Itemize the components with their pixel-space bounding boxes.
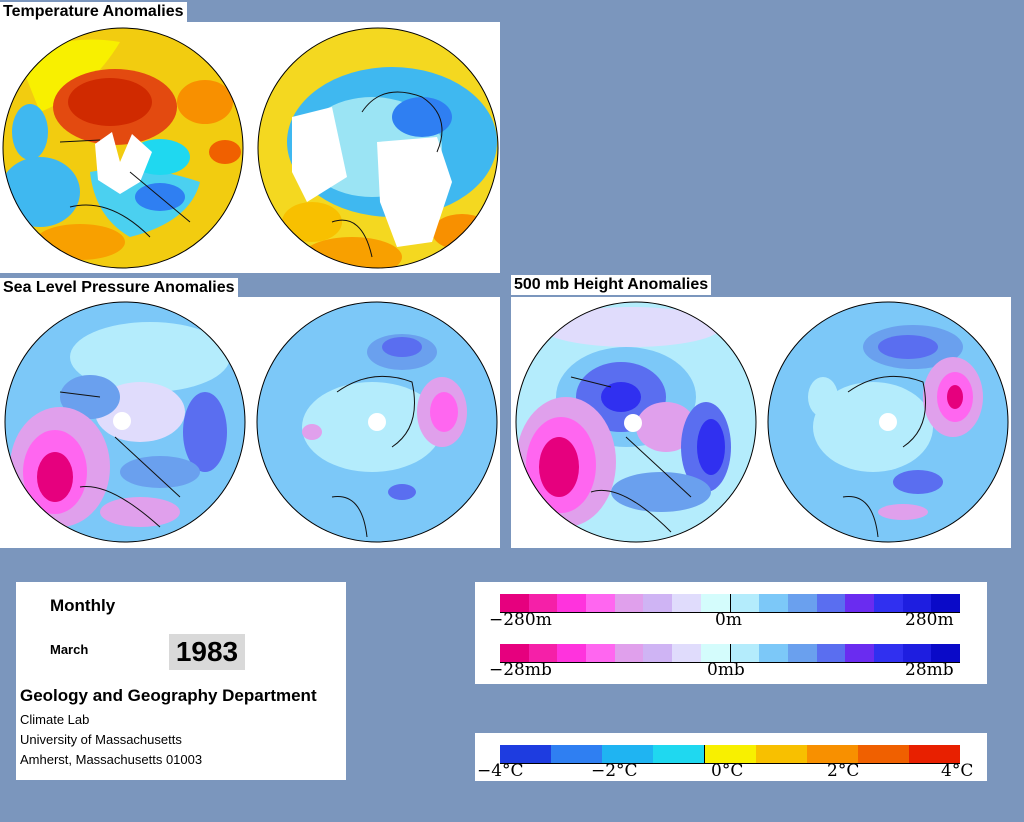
slp-anomalies-title: Sea Level Pressure Anomalies [0,278,238,298]
temperature-colorbar [500,745,960,764]
height-pressure-legend: −280m 0m 280m −28mb 0mb 28mb [475,582,987,684]
colorbar-segment [759,594,788,612]
colorbar-segment [704,745,756,763]
colorbar-segment [602,745,653,763]
month-label: March [50,642,89,657]
temperature-tick-label: 0°C [711,761,744,781]
colorbar-segment [614,594,644,612]
colorbar-segment [586,594,615,612]
colorbar-segment [643,644,673,662]
colorbar-segment [528,644,558,662]
height-map-northern [515,301,757,543]
colorbar-segment [787,644,817,662]
colorbar-segment [756,745,807,763]
temperature-anomalies-title: Temperature Anomalies [0,2,187,22]
colorbar-segment [729,594,760,612]
height-map-southern [767,301,1009,543]
colorbar-segment [653,745,704,763]
temperature-tick-label: −4°C [477,761,524,781]
colorbar-segment [557,594,587,612]
colorbar-segment [873,594,903,612]
colorbar-segment [845,644,874,662]
colorbar-segment [500,594,529,612]
address-label: Amherst, Massachusetts 01003 [20,752,203,767]
temperature-tick-label: −2°C [591,761,638,781]
colorbar-segment [759,644,788,662]
colorbar-segment [586,644,615,662]
temperature-panel [0,22,500,273]
slp-map-southern [256,301,498,543]
colorbar-segment [557,644,587,662]
lab-label: Climate Lab [20,712,90,727]
pressure-mid-label: 0mb [707,660,745,680]
colorbar-segment [816,594,846,612]
colorbar-segment [643,594,673,612]
colorbar-segment [816,644,846,662]
colorbar-segment [672,594,701,612]
colorbar-segment [931,644,960,662]
pressure-colorbar [500,644,960,663]
colorbar-segment [500,745,551,763]
colorbar-segment [858,745,909,763]
slp-panel [0,297,500,548]
period-label: Monthly [50,596,116,615]
height-anomalies-title: 500 mb Height Anomalies [511,275,712,295]
temperature-tick-label: 4°C [941,761,974,781]
height-max-label: 280m [905,610,954,630]
height-colorbar [500,594,960,613]
colorbar-segment [873,644,903,662]
slp-map-northern [4,301,246,543]
colorbar-segment [700,644,730,662]
university-label: University of Massachusetts [20,732,182,747]
colorbar-segment [528,594,558,612]
colorbar-segment [909,745,960,763]
height-min-label: −280m [489,610,552,630]
info-panel: Monthly March 1983 Geology and Geography… [16,582,346,780]
colorbar-segment [500,644,529,662]
colorbar-segment [672,644,701,662]
temperature-map-northern [2,27,244,269]
colorbar-segment [931,594,960,612]
colorbar-segment [729,644,760,662]
height-mid-label: 0m [715,610,742,630]
temperature-tick-label: 2°C [827,761,860,781]
colorbar-segment [700,594,730,612]
colorbar-segment [902,594,932,612]
colorbar-segment [902,644,932,662]
temperature-legend: −4°C −2°C 0°C 2°C 4°C [475,733,987,781]
colorbar-segment [787,594,817,612]
pressure-max-label: 28mb [905,660,954,680]
colorbar-segment [845,594,874,612]
department-label: Geology and Geography Department [20,686,317,705]
colorbar-segment [614,644,644,662]
colorbar-segment [551,745,602,763]
pressure-min-label: −28mb [489,660,552,680]
temperature-map-southern [257,27,499,269]
year-label: 1983 [169,634,245,670]
height-panel [511,297,1011,548]
colorbar-segment [807,745,858,763]
